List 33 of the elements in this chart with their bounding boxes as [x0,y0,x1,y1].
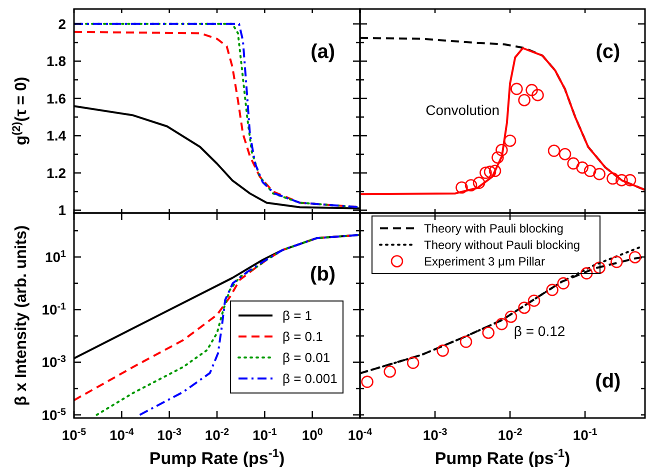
x-tick-label: 10$^{-1}$ [572,426,598,443]
annotation: β = 0.12 [514,323,566,339]
y-tick-label: 1.4 [46,128,66,144]
x-tick-label: 10$^{-3}$ [157,426,182,443]
x-tick-label: 10$^{-4}$ [348,426,373,443]
y-tick-label: 10$^{-1}$ [42,301,67,318]
annotation: (b) [310,264,336,286]
x-tick-label: 10$^{-1}$ [252,426,278,443]
x-tick-label: 10$^{0}$ [302,426,324,443]
legend-label: β = 1 [282,308,312,324]
legend-label: Theory with Pauli blocking [424,222,564,236]
annotation: (a) [310,40,336,63]
legend-label: β = 0.01 [282,350,330,366]
annotation: (d) [595,370,621,392]
legend-label: β = 0.1 [282,329,323,344]
legend-label: β = 0.001 [282,371,338,386]
y-tick-label: 1.6 [46,90,66,106]
y-tick-label: 10$^{-5}$ [42,406,67,423]
y-tick-label: 10$^{1}$ [44,248,67,265]
y-tick-label: 10$^{-3}$ [42,354,67,370]
y-axis-title: β x Intensity (arb. units) [13,225,30,406]
x-tick-label: 10$^{-3}$ [422,426,448,443]
y-tick-label: 1 [58,202,66,218]
annotation: Convolution [426,102,500,118]
y-tick-label: 1.2 [46,164,66,181]
legend-label: Theory without Pauli blocking [424,238,580,252]
x-tick-label: 10$^{-4}$ [110,426,134,443]
x-tick-label: 10$^{-2}$ [204,426,230,443]
x-tick-label: 10$^{-2}$ [498,426,523,443]
annotation: (c) [596,40,620,63]
y-tick-label: 1.8 [46,53,66,70]
legend-label: Experiment 3 μm Pillar [424,254,545,269]
y-tick-label: 2 [58,16,66,32]
